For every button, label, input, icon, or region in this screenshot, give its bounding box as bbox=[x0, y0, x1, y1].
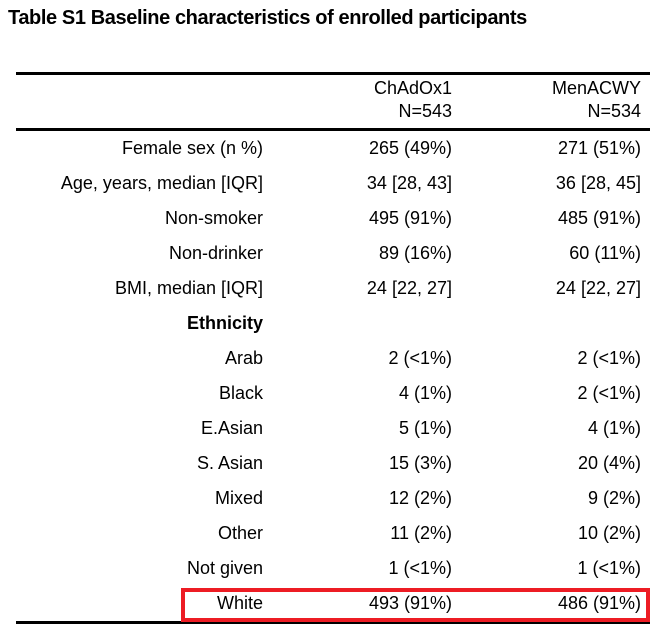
value-chadox1: 24 [22, 27] bbox=[366, 278, 452, 298]
header-chadox1-n: N=543 bbox=[398, 101, 452, 121]
table-row-other: Other 11 (2%) 10 (2%) bbox=[16, 516, 650, 551]
table-row-e-asian: E.Asian 5 (1%) 4 (1%) bbox=[16, 411, 650, 446]
table-row-bmi: BMI, median [IQR] 24 [22, 27] 24 [22, 27… bbox=[16, 271, 650, 306]
value-menacwy: 485 (91%) bbox=[557, 208, 641, 228]
row-label: Black bbox=[218, 383, 263, 403]
row-label: Female sex (n %) bbox=[121, 138, 263, 158]
table-row-black: Black 4 (1%) 2 (<1%) bbox=[16, 376, 650, 411]
value-chadox1: 265 (49%) bbox=[368, 138, 452, 158]
value-menacwy: 20 (4%) bbox=[577, 453, 641, 473]
value-chadox1: 493 (91%) bbox=[368, 593, 452, 613]
value-chadox1: 12 (2%) bbox=[388, 488, 452, 508]
value-chadox1: 5 (1%) bbox=[398, 418, 452, 438]
value-menacwy: 9 (2%) bbox=[587, 488, 641, 508]
value-chadox1: 89 (16%) bbox=[378, 243, 452, 263]
header-menacwy-n: N=534 bbox=[587, 101, 641, 121]
row-label: Arab bbox=[224, 348, 263, 368]
value-menacwy: 1 (<1%) bbox=[577, 558, 641, 578]
table-header: ChAdOx1 MenACWY N=543 N=534 bbox=[16, 75, 650, 131]
value-chadox1: 4 (1%) bbox=[398, 383, 452, 403]
value-menacwy: 60 (11%) bbox=[569, 243, 641, 263]
value-menacwy: 36 [28, 45] bbox=[555, 173, 641, 193]
header-chadox1-name: ChAdOx1 bbox=[373, 78, 452, 98]
table-row-age: Age, years, median [IQR] 34 [28, 43] 36 … bbox=[16, 166, 650, 201]
value-menacwy: 4 (1%) bbox=[587, 418, 641, 438]
table-row-white: White 493 (91%) 486 (91%) bbox=[16, 586, 650, 621]
table-row-not-given: Not given 1 (<1%) 1 (<1%) bbox=[16, 551, 650, 586]
row-label: White bbox=[216, 593, 263, 613]
row-label: Non-smoker bbox=[164, 208, 263, 228]
row-label: Not given bbox=[186, 558, 263, 578]
value-menacwy: 271 (51%) bbox=[557, 138, 641, 158]
row-label: Mixed bbox=[214, 488, 263, 508]
row-label: Age, years, median [IQR] bbox=[60, 173, 263, 193]
header-empty-cell bbox=[16, 100, 263, 123]
table-row-arab: Arab 2 (<1%) 2 (<1%) bbox=[16, 341, 650, 376]
section-label: Ethnicity bbox=[186, 313, 263, 333]
table-row-female-sex: Female sex (n %) 265 (49%) 271 (51%) bbox=[16, 131, 650, 166]
value-chadox1: 2 (<1%) bbox=[388, 348, 452, 368]
baseline-table: ChAdOx1 MenACWY N=543 N=534 Female sex (… bbox=[16, 72, 650, 624]
value-menacwy: 2 (<1%) bbox=[577, 383, 641, 403]
value-chadox1: 11 (2%) bbox=[390, 523, 452, 543]
row-label: Other bbox=[217, 523, 263, 543]
value-chadox1: 1 (<1%) bbox=[388, 558, 452, 578]
value-chadox1: 495 (91%) bbox=[368, 208, 452, 228]
value-chadox1: 15 (3%) bbox=[388, 453, 452, 473]
table-row-non-drinker: Non-drinker 89 (16%) 60 (11%) bbox=[16, 236, 650, 271]
table-row-mixed: Mixed 12 (2%) 9 (2%) bbox=[16, 481, 650, 516]
value-chadox1: 34 [28, 43] bbox=[366, 173, 452, 193]
header-line-1: ChAdOx1 MenACWY bbox=[16, 77, 650, 100]
row-label: E.Asian bbox=[200, 418, 263, 438]
value-menacwy: 486 (91%) bbox=[557, 593, 641, 613]
value-menacwy: 24 [22, 27] bbox=[555, 278, 641, 298]
value-menacwy: 2 (<1%) bbox=[577, 348, 641, 368]
page-title: Table S1 Baseline characteristics of enr… bbox=[8, 7, 527, 29]
row-label: Non-drinker bbox=[168, 243, 263, 263]
row-label: S. Asian bbox=[196, 453, 263, 473]
row-label: BMI, median [IQR] bbox=[114, 278, 263, 298]
header-line-2: N=543 N=534 bbox=[16, 100, 650, 123]
value-menacwy: 10 (2%) bbox=[577, 523, 641, 543]
table-row-non-smoker: Non-smoker 495 (91%) 485 (91%) bbox=[16, 201, 650, 236]
table-row-s-asian: S. Asian 15 (3%) 20 (4%) bbox=[16, 446, 650, 481]
table-row-ethnicity-section: Ethnicity bbox=[16, 306, 650, 341]
header-menacwy-name: MenACWY bbox=[551, 78, 641, 98]
header-empty-cell bbox=[16, 77, 263, 100]
